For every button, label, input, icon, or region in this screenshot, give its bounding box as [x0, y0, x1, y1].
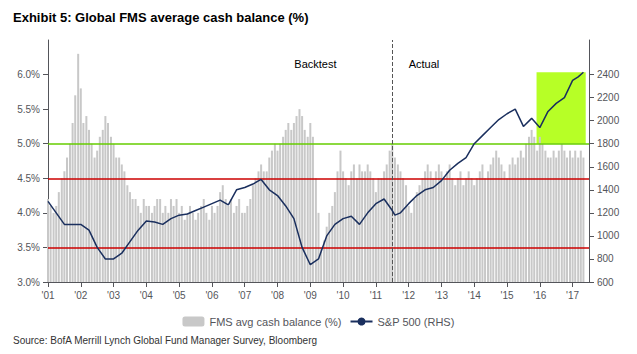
svg-text:5.5%: 5.5% — [17, 104, 40, 115]
svg-text:FMS avg cash balance (%): FMS avg cash balance (%) — [209, 316, 341, 328]
svg-text:'04: '04 — [140, 290, 153, 301]
svg-text:'09: '09 — [304, 290, 317, 301]
svg-text:Exhibit 5: Global FMS average: Exhibit 5: Global FMS average cash balan… — [13, 10, 308, 25]
svg-text:S&P 500 (RHS): S&P 500 (RHS) — [378, 316, 455, 328]
svg-text:Actual: Actual — [409, 58, 440, 70]
svg-text:'05: '05 — [173, 290, 186, 301]
svg-text:'01: '01 — [41, 290, 54, 301]
svg-text:4.5%: 4.5% — [17, 173, 40, 184]
svg-text:1200: 1200 — [597, 207, 620, 218]
svg-text:3.5%: 3.5% — [17, 242, 40, 253]
svg-text:'06: '06 — [205, 290, 218, 301]
svg-text:600: 600 — [597, 277, 614, 288]
svg-text:'02: '02 — [74, 290, 87, 301]
svg-text:1000: 1000 — [597, 230, 620, 241]
svg-text:'13: '13 — [435, 290, 448, 301]
svg-text:2000: 2000 — [597, 115, 620, 126]
svg-text:'17: '17 — [566, 290, 579, 301]
svg-text:Backtest: Backtest — [294, 58, 336, 70]
svg-text:2200: 2200 — [597, 92, 620, 103]
svg-text:1400: 1400 — [597, 184, 620, 195]
svg-text:6.0%: 6.0% — [17, 69, 40, 80]
svg-text:'07: '07 — [238, 290, 251, 301]
svg-text:'14: '14 — [468, 290, 481, 301]
svg-text:'08: '08 — [271, 290, 284, 301]
svg-text:'16: '16 — [533, 290, 546, 301]
svg-text:4.0%: 4.0% — [17, 207, 40, 218]
svg-text:Source: BofA Merrill Lynch Glo: Source: BofA Merrill Lynch Global Fund M… — [13, 335, 317, 346]
svg-text:1800: 1800 — [597, 138, 620, 149]
svg-text:2400: 2400 — [597, 69, 620, 80]
svg-text:'10: '10 — [337, 290, 350, 301]
svg-text:800: 800 — [597, 253, 614, 264]
svg-text:'03: '03 — [107, 290, 120, 301]
svg-text:1600: 1600 — [597, 161, 620, 172]
svg-text:3.0%: 3.0% — [17, 277, 40, 288]
svg-text:5.0%: 5.0% — [17, 138, 40, 149]
svg-text:'15: '15 — [501, 290, 514, 301]
svg-text:'12: '12 — [402, 290, 415, 301]
svg-text:'11: '11 — [370, 290, 383, 301]
